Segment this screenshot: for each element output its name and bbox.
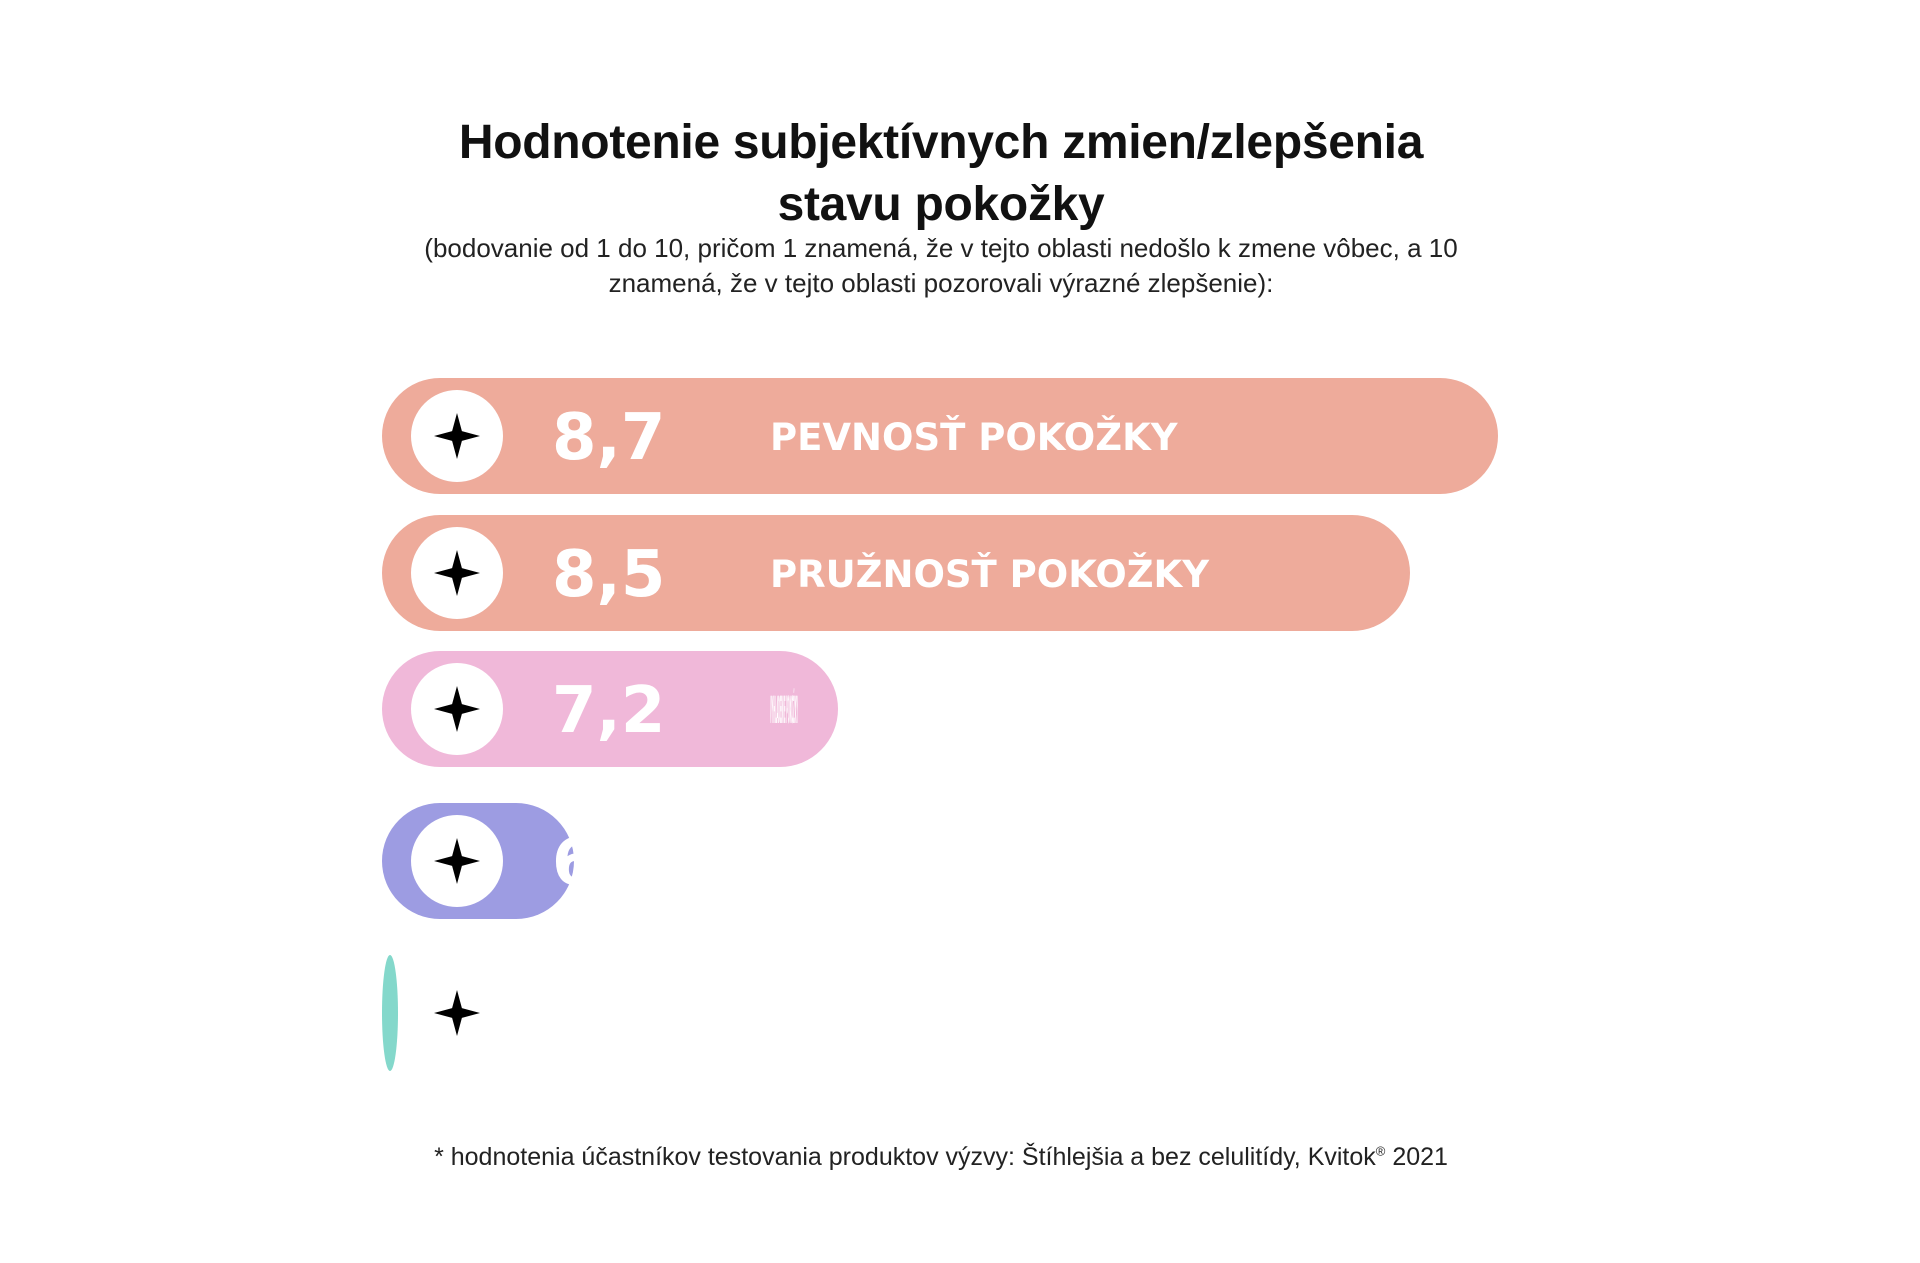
four-point-star-icon [434,838,480,884]
bar-category-label: ZNÍŽENIE VIDITEĽNOSTI CELULITÍDY [770,840,1516,884]
bar [382,651,838,767]
bar-row: 6,2 VIDITEĽNÉ ZOŠTÍHLENIE [382,955,1274,1071]
chart-title: Hodnotenie subjektívnych zmien/zlepšenia… [0,112,1882,236]
bar [382,955,398,1071]
footnote-text: * hodnotenia účastníkov testovania produ… [434,1143,1376,1171]
bar-value-label: 8,5 [552,538,665,612]
bar-category-label: PEVNOSŤ POKOŽKY [770,415,1179,459]
bar-row: 8,5 PRUŽNOSŤ POKOŽKY [382,515,1410,631]
chart-title-line-1: Hodnotenie subjektívnych zmien/zlepšenia [458,116,1424,169]
footnote-year: 2021 [1385,1143,1448,1171]
bar [382,378,1498,494]
chart-subtitle-line-2: znamená, že v tejto oblasti pozorovali v… [608,268,1274,298]
bar [382,515,1410,631]
bar-value-label: 6,6 [552,826,665,900]
footnote: * hodnotenia účastníkov testovania produ… [0,1143,1882,1172]
four-point-star-icon [434,990,480,1036]
bar-category-label: VYHLADENIE POKOŽKY [770,688,798,732]
four-point-star-icon [434,686,480,732]
bar-value-label: 7,2 [552,674,665,748]
four-point-star-icon [434,550,480,596]
chart-title-line-2: stavu pokožky [777,178,1105,231]
bar-value-label: 8,7 [552,401,665,475]
chart-subtitle-line-1: (bodovanie od 1 do 10, pričom 1 znamená,… [424,233,1458,263]
bar-row: 8,7 PEVNOSŤ POKOŽKY [382,378,1498,494]
bar-row: 6,6 ZNÍŽENIE VIDITEĽNOSTI CELULITÍDY [382,803,1516,919]
registered-mark: ® [1375,1143,1386,1159]
bar-category-label: VIDITEĽNÉ ZOŠTÍHLENIE [770,992,1274,1036]
bar-value-label: 6,2 [552,978,665,1052]
chart-subtitle: (bodovanie od 1 do 10, pričom 1 znamená,… [0,231,1882,301]
bar-row: 7,2 VYHLADENIE POKOŽKY [382,651,838,767]
four-point-star-icon [434,413,480,459]
bar-category-label: PRUŽNOSŤ POKOŽKY [770,552,1210,596]
